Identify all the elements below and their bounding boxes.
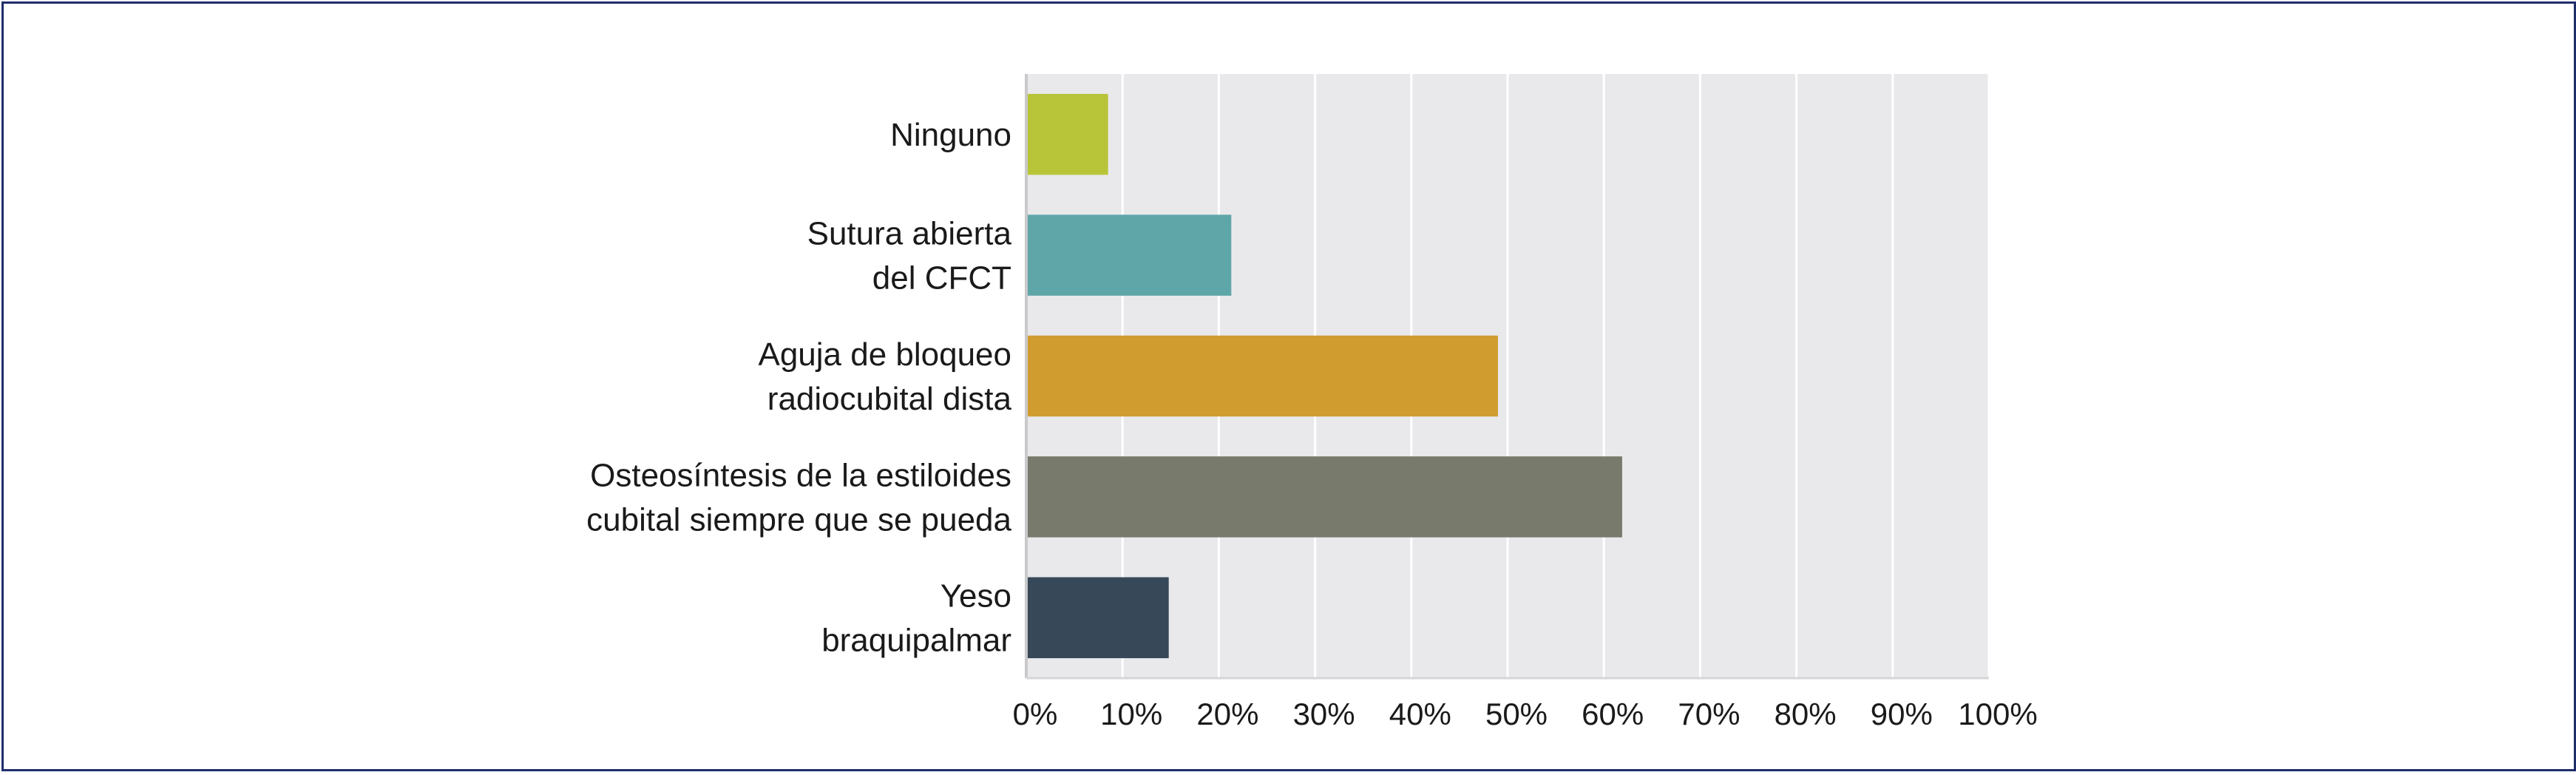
bar bbox=[1028, 214, 1232, 296]
category-label: Osteosíntesis de la estiloides cubital si… bbox=[586, 457, 1011, 538]
bar bbox=[1028, 335, 1498, 417]
category-label: Sutura abierta del CFCT bbox=[807, 216, 1012, 297]
x-tick-label: 20% bbox=[1196, 697, 1258, 731]
bar bbox=[1028, 456, 1622, 538]
x-tick-label: 0% bbox=[1013, 697, 1058, 731]
x-tick-label: 40% bbox=[1389, 697, 1451, 731]
category-label: Yeso braquipalmar bbox=[821, 578, 1011, 659]
axis-lines bbox=[1025, 74, 1989, 680]
x-tick-label: 10% bbox=[1100, 697, 1162, 731]
category-label: Aguja de bloqueo radiocubital dista bbox=[758, 336, 1011, 417]
x-tick-label: 60% bbox=[1582, 697, 1644, 731]
x-tick-label: 70% bbox=[1678, 697, 1740, 731]
x-tick-label: 50% bbox=[1485, 697, 1548, 731]
x-tick-labels: 0% 10% 20% 30% 40% 50% 60% 70% 80% 90% 100% bbox=[1013, 697, 2038, 731]
category-labels: Ninguno Sutura abierta del CFCT Aguja de bl… bbox=[586, 117, 1011, 659]
x-tick-label: 80% bbox=[1775, 697, 1837, 731]
category-label: Ninguno bbox=[890, 117, 1011, 153]
bar bbox=[1028, 577, 1169, 659]
bar bbox=[1028, 93, 1108, 175]
x-tick-label: 90% bbox=[1871, 697, 1933, 731]
x-tick-label: 30% bbox=[1293, 697, 1355, 731]
x-tick-label: 100% bbox=[1958, 697, 2037, 731]
bars bbox=[1028, 93, 1622, 659]
